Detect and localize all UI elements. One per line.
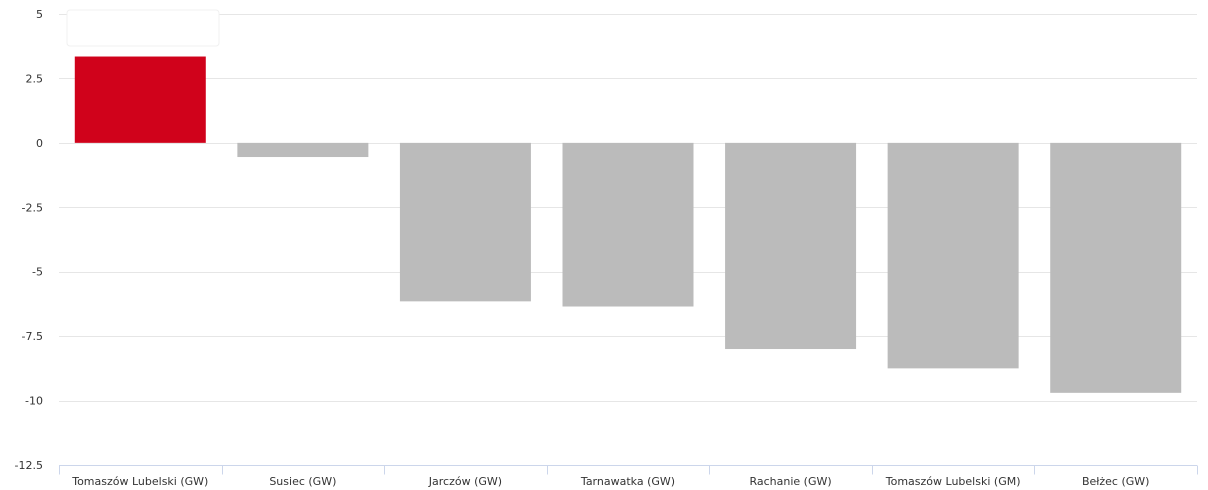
y-tick-label: -2.5 bbox=[22, 201, 43, 214]
bar[interactable] bbox=[725, 142, 857, 350]
y-tick-label: 2.5 bbox=[26, 72, 44, 85]
bar[interactable] bbox=[887, 142, 1019, 369]
tooltip-ghost bbox=[66, 9, 220, 47]
bar[interactable] bbox=[399, 142, 531, 302]
bars bbox=[74, 56, 1182, 393]
y-tick-label: -12.5 bbox=[15, 459, 43, 472]
x-tick-label: Tomaszów Lubelski (GW) bbox=[71, 475, 208, 488]
y-tick-label: -10 bbox=[25, 395, 43, 408]
x-tick-label: Susiec (GW) bbox=[269, 475, 336, 488]
bar[interactable] bbox=[1050, 142, 1182, 393]
y-tick-label: 5 bbox=[36, 8, 43, 21]
y-tick-label: 0 bbox=[36, 137, 43, 150]
x-axis bbox=[59, 465, 1198, 475]
y-axis-tick-labels: 5 2.5 0 -2.5 -5 -7.5 -10 -12.5 bbox=[15, 8, 43, 472]
x-tick-label: Rachanie (GW) bbox=[749, 475, 831, 488]
x-tick-label: Bełżec (GW) bbox=[1082, 475, 1150, 488]
x-tick-label: Tomaszów Lubelski (GM) bbox=[885, 475, 1021, 488]
bar[interactable] bbox=[237, 142, 369, 158]
x-axis-category-labels: Tomaszów Lubelski (GW) Susiec (GW) Jarczów… bbox=[71, 475, 1149, 488]
y-tick-label: -5 bbox=[32, 266, 43, 279]
x-tick-label: Tarnawatka (GW) bbox=[580, 475, 675, 488]
x-tick-label: Jarczów (GW) bbox=[428, 475, 502, 488]
y-tick-label: -7.5 bbox=[22, 330, 43, 343]
bar[interactable] bbox=[74, 56, 206, 143]
bar[interactable] bbox=[562, 142, 694, 307]
